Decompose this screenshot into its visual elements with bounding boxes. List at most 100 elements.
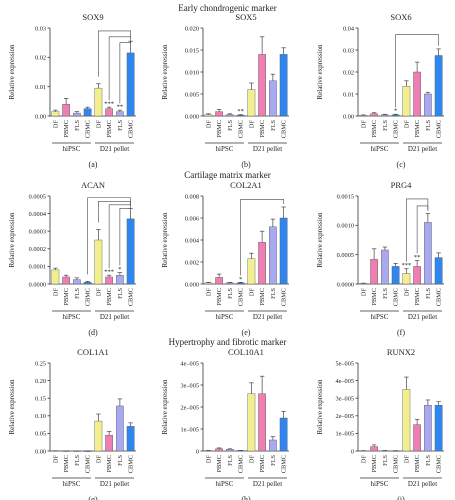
sox6-bar — [434, 55, 443, 117]
col10a1-category-label: FLS — [270, 455, 277, 466]
prg4-group-label: D21 pellet — [408, 313, 437, 321]
acan-category-label: DF — [52, 288, 59, 297]
prg4-bar — [391, 266, 400, 285]
prg4-ytick-label: 0.0000 — [337, 281, 354, 288]
col2a1-bar — [204, 282, 213, 285]
sox6-bar — [413, 71, 421, 117]
runx2-ytick-label: 2e–005 — [335, 413, 354, 420]
sox5-bar — [226, 114, 234, 117]
prg4-bar — [413, 266, 421, 285]
sox5-bar — [258, 54, 266, 117]
acan-bar — [83, 282, 92, 285]
prg4-bar — [359, 283, 368, 285]
col2a1-category-label: FLS — [227, 288, 234, 299]
col1a1-bar — [116, 405, 124, 452]
sox6-category-label: CBMC — [436, 120, 443, 138]
prg4-group-label: hiPSC — [371, 313, 389, 321]
col10a1-bar — [226, 449, 234, 452]
col2a1-bar — [279, 217, 288, 285]
sox9-bar — [62, 104, 70, 117]
sox5-category-label: PBMC — [216, 120, 223, 138]
col2a1-group-label: hiPSC — [216, 313, 234, 321]
sox6-bar — [402, 86, 411, 117]
col10a1-bar — [258, 393, 266, 452]
prg4-ytick-label: 0.0005 — [337, 252, 354, 259]
prg4-category-label: PBMC — [414, 288, 421, 306]
col1a1-category-label: DF — [95, 455, 102, 464]
acan-group-label: D21 pellet — [100, 313, 129, 321]
col2a1-category-label: PBMC — [259, 288, 266, 306]
prg4-category-label: CBMC — [436, 288, 443, 306]
acan-category-label: DF — [95, 288, 102, 297]
col10a1-group-label: D21 pellet — [253, 480, 282, 488]
col1a1-ytick-label: 0.15 — [35, 396, 46, 403]
sox9-significance: *** — [104, 101, 114, 108]
runx2-bar — [370, 446, 378, 452]
sox6-category-label: CBMC — [393, 120, 400, 138]
section-title-early: Early chondrogenic marker — [178, 3, 277, 13]
sox9-bar — [73, 112, 81, 117]
col1a1-bar — [105, 434, 113, 452]
prg4-comparison-bracket — [406, 198, 429, 262]
sox9-comparison-bracket — [108, 36, 131, 101]
runx2-bar — [424, 405, 432, 452]
sox5-category-label: FLS — [270, 120, 277, 131]
sox5-title: SOX5 — [235, 12, 256, 22]
sox6-ytick-label: 0.02 — [343, 69, 354, 76]
col10a1-category-label: PBMC — [216, 455, 223, 473]
runx2-ytick-label: 4e–005 — [335, 378, 354, 385]
sox9-ytick-label: 0.01 — [35, 84, 46, 91]
col1a1-category-label: FLS — [117, 455, 124, 466]
prg4-bar — [424, 222, 432, 285]
acan-ytick-label: 0.0003 — [29, 229, 46, 236]
acan-ytick-label: 0.0001 — [29, 264, 46, 271]
col1a1-category-label: PBMC — [106, 455, 113, 473]
col2a1-category-label: PBMC — [216, 288, 223, 306]
col2a1-ytick-label: 0.000 — [185, 281, 199, 288]
col1a1-category-label: CBMC — [128, 455, 135, 473]
acan-ytick-label: 0.0002 — [29, 246, 46, 253]
sox6-title: SOX6 — [390, 12, 411, 22]
acan-ytick-label: 0.0005 — [29, 193, 46, 200]
sox9-category-label: PBMC — [63, 120, 70, 138]
col10a1-category-label: DF — [248, 455, 255, 464]
col2a1-significance: * — [239, 276, 242, 283]
sox5-ytick-label: 0.020 — [185, 25, 199, 32]
sox9-category-label: FLS — [74, 120, 81, 131]
sox9-ytick-label: 0.00 — [35, 113, 46, 120]
col10a1-category-label: DF — [205, 455, 212, 464]
col10a1-category-label: CBMC — [238, 455, 245, 473]
col1a1-category-label: DF — [52, 455, 59, 464]
acan-category-label: FLS — [74, 288, 81, 299]
col2a1-bar — [236, 282, 245, 285]
sox6-bar — [381, 114, 389, 117]
prg4-ytick-label: 0.0015 — [337, 193, 354, 200]
col10a1-category-label: PBMC — [259, 455, 266, 473]
sox5-ylabel: Relative expression — [161, 44, 169, 100]
sox9-category-label: DF — [95, 120, 102, 129]
col2a1-bar — [269, 226, 277, 285]
sox9-bar — [116, 111, 124, 117]
runx2-bar — [402, 389, 411, 452]
sox9-bar — [105, 108, 113, 117]
acan-category-label: CBMC — [128, 288, 135, 306]
sox5-category-label: CBMC — [238, 120, 245, 138]
runx2-group-label: D21 pellet — [408, 480, 437, 488]
sox9-bar — [51, 111, 60, 117]
runx2-ytick-label: 1e–005 — [335, 431, 354, 438]
prg4-category-label: DF — [360, 288, 367, 297]
sox6-significance: * — [394, 108, 397, 115]
acan-ylabel: Relative expression — [8, 212, 16, 268]
sox9-comparison-bracket — [98, 30, 131, 77]
sox6-ylabel: Relative expression — [316, 44, 324, 100]
acan-comparison-bracket — [108, 204, 131, 269]
sox5-bar — [247, 89, 256, 117]
col1a1-bar — [126, 426, 135, 452]
col2a1-ylabel: Relative expression — [161, 212, 169, 268]
prg4-category-label: DF — [403, 288, 410, 297]
sox5-bar — [215, 111, 223, 117]
acan-bar — [62, 276, 70, 285]
col2a1-bar — [226, 282, 234, 285]
sox9-title: SOX9 — [82, 12, 103, 22]
prg4-title: PRG4 — [391, 180, 413, 190]
